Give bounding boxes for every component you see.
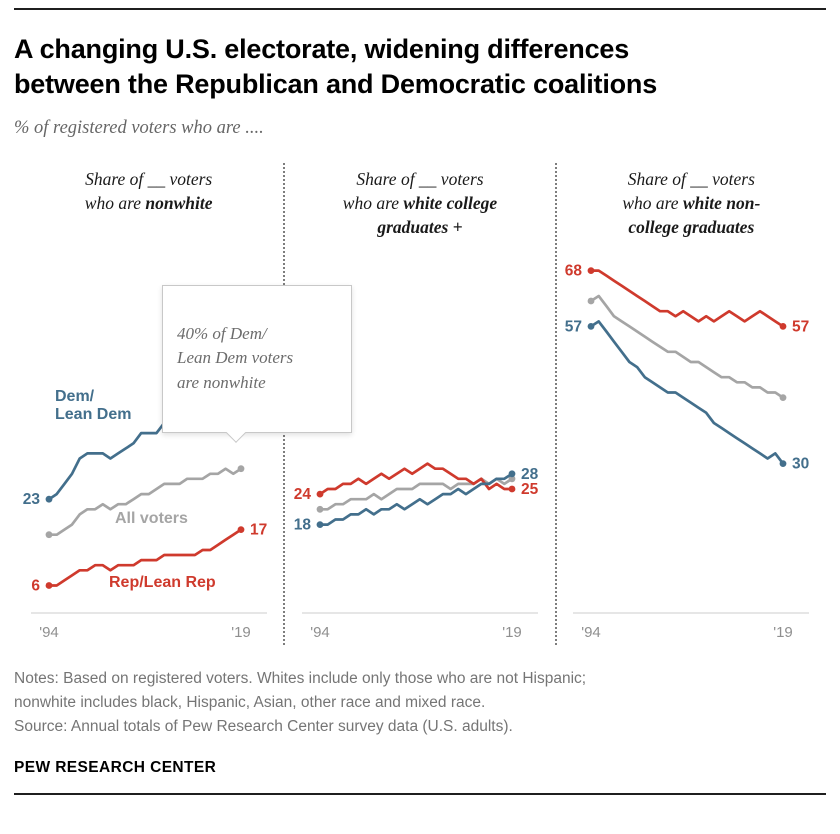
notes-block: Notes: Based on registered voters. White… — [14, 667, 826, 739]
svg-text:'94: '94 — [310, 624, 330, 641]
panel-title-bold: white non- college graduates — [628, 193, 761, 238]
svg-text:18: 18 — [294, 517, 312, 534]
notes-text: Notes: Based on registered voters. White… — [14, 670, 587, 712]
svg-text:Dem/Lean Dem: Dem/Lean Dem — [55, 388, 131, 423]
line-chart-white-noncollege: '94 '19 68 57 57 30 — [565, 263, 810, 641]
source-text: Source: Annual totals of Pew Research Ce… — [14, 718, 513, 736]
svg-text:30: 30 — [792, 456, 809, 473]
svg-text:23: 23 — [22, 491, 40, 508]
bottom-rule — [14, 793, 826, 796]
panel-title-prefix: Share of __ voters who are — [342, 169, 484, 214]
chart-area: Share of __ voters who are nonwhite '94 '… — [14, 163, 826, 646]
panel-title-bold: nonwhite — [145, 193, 213, 214]
svg-text:'19: '19 — [774, 624, 794, 641]
panel-white-noncollege: Share of __ voters who are white non- co… — [554, 163, 826, 646]
svg-text:28: 28 — [521, 466, 539, 483]
svg-text:57: 57 — [565, 319, 582, 336]
panel-title-bold: white college graduates + — [377, 193, 498, 238]
callout-text: 40% of Dem/ Lean Dem voters are nonwhite — [177, 323, 294, 393]
panel-title-prefix: Share of __ voters who are — [84, 169, 213, 214]
page-title: A changing U.S. electorate, widening dif… — [14, 34, 658, 100]
svg-text:17: 17 — [250, 522, 267, 539]
svg-text:25: 25 — [521, 481, 539, 498]
svg-text:24: 24 — [294, 486, 312, 503]
svg-text:68: 68 — [565, 263, 583, 280]
line-chart-white-college: '94 '19 24 25 18 28 — [294, 462, 539, 641]
chart-panels: Share of __ voters who are nonwhite '94 '… — [14, 163, 826, 646]
callout-annotation: 40% of Dem/ Lean Dem voters are nonwhite — [162, 285, 352, 434]
top-rule — [14, 8, 826, 10]
svg-text:'19: '19 — [231, 624, 251, 641]
panel-title-white-noncollege: Share of __ voters who are white non- co… — [560, 163, 823, 251]
panel-nonwhite: Share of __ voters who are nonwhite '94 '… — [14, 163, 283, 645]
svg-text:All voters: All voters — [115, 510, 188, 527]
svg-text:57: 57 — [792, 319, 809, 336]
page-subtitle: % of registered voters who are .... — [14, 118, 264, 139]
svg-text:'94: '94 — [582, 624, 602, 641]
svg-text:Rep/Lean Rep: Rep/Lean Rep — [109, 574, 216, 591]
svg-text:'19: '19 — [502, 624, 522, 641]
panel-title-nonwhite: Share of __ voters who are nonwhite — [17, 163, 280, 251]
svg-text:'94: '94 — [39, 624, 59, 641]
panel-title-white-college: Share of __ voters who are white college… — [288, 163, 551, 251]
svg-text:6: 6 — [31, 578, 40, 595]
panel-title-prefix: Share of __ voters who are — [622, 169, 755, 214]
brand-footer: PEW RESEARCH CENTER — [14, 759, 217, 777]
